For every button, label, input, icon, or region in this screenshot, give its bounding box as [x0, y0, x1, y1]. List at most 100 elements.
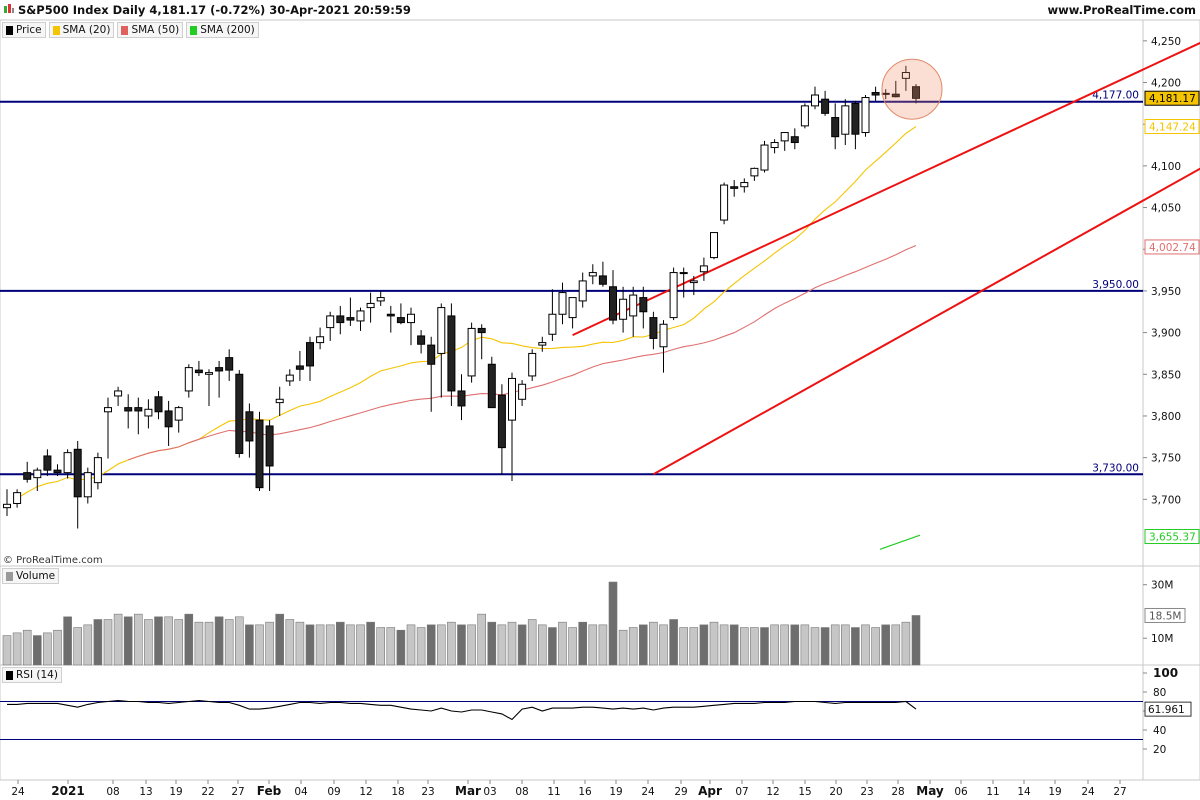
candle	[619, 286, 628, 333]
volume-bar	[527, 619, 537, 666]
volume-bar	[729, 624, 739, 666]
candle	[356, 307, 365, 331]
candle	[164, 400, 173, 446]
volume-bar	[325, 624, 335, 666]
time-tick-label: 27	[231, 786, 244, 798]
level-label: 4,177.00	[1092, 90, 1139, 102]
volume-bar	[669, 619, 678, 666]
candle-body	[265, 425, 274, 467]
time-tick-label: 16	[578, 786, 592, 798]
candle	[255, 411, 264, 491]
time-tick-label: 2021	[51, 784, 84, 798]
volume-bar	[447, 621, 456, 666]
candle	[740, 178, 749, 193]
candle-body	[63, 452, 72, 474]
volume-bar	[558, 621, 567, 666]
time-tick-label: 22	[201, 786, 214, 798]
legend-sma20[interactable]: SMA (20)	[48, 22, 115, 38]
candle-body	[336, 315, 345, 324]
candle	[477, 324, 486, 360]
candle	[558, 282, 567, 325]
candle	[720, 182, 729, 225]
candle	[134, 397, 143, 435]
chart-frame	[0, 19, 1200, 781]
legend-label-sma200: SMA (200)	[200, 24, 255, 36]
candle-body	[164, 410, 173, 428]
time-tick-label: Apr	[698, 784, 722, 798]
time-tick-label: 19	[169, 786, 182, 798]
candle-body	[215, 367, 224, 372]
volume-pane-label[interactable]: Volume	[2, 568, 60, 584]
copyright-credit: © ProRealTime.com	[3, 555, 103, 566]
rsi-swatch	[6, 670, 13, 680]
candle	[93, 452, 102, 490]
candle	[245, 403, 254, 458]
rsi-value-box	[1144, 701, 1192, 717]
volume-bar	[235, 616, 244, 666]
rsi-tick-label: 20	[1153, 744, 1166, 756]
volume-bar	[800, 624, 810, 666]
candle-body	[154, 396, 163, 413]
candle	[184, 364, 193, 398]
candle-body	[174, 407, 183, 421]
candle	[851, 100, 860, 150]
legend-sma50[interactable]: SMA (50)	[117, 22, 184, 38]
volume-bar	[184, 613, 194, 666]
time-tick-label: 29	[674, 786, 687, 798]
candle	[23, 461, 32, 483]
candle-body	[285, 374, 294, 382]
price-tick-label: 4,200	[1151, 78, 1181, 90]
candle	[73, 440, 82, 529]
last-price-badge-box	[1144, 90, 1200, 106]
candle	[901, 65, 910, 91]
candle-body	[255, 419, 264, 489]
candle-body	[437, 307, 446, 354]
legend-sma200[interactable]: SMA (200)	[186, 22, 259, 38]
time-tick-label: 19	[1048, 786, 1061, 798]
candle	[568, 297, 577, 329]
legend-price[interactable]: Price	[2, 22, 46, 38]
volume-bar	[649, 621, 658, 666]
sma200-value-badge: 3,655.37	[1149, 532, 1196, 544]
rsi-pane-label[interactable]: RSI (14)	[2, 667, 62, 683]
candle-body	[588, 272, 597, 277]
volume-bar	[851, 627, 860, 666]
candle-body	[356, 310, 365, 322]
volume-bar	[32, 635, 42, 666]
candle	[750, 167, 759, 181]
chart-app-icon	[3, 4, 15, 14]
site-label: www.ProRealTime.com	[1047, 3, 1196, 17]
candle	[215, 360, 224, 398]
volume-bar	[154, 616, 163, 666]
candle-body	[33, 469, 42, 479]
candle	[497, 384, 506, 475]
candle	[376, 290, 385, 306]
candle-body	[598, 275, 607, 285]
candle	[194, 360, 203, 376]
candle	[53, 464, 62, 476]
time-tick-label: 23	[860, 786, 873, 798]
candle	[588, 264, 597, 285]
candle-body	[740, 182, 749, 188]
candle-body	[306, 342, 314, 367]
volume-bar	[891, 624, 901, 666]
candle	[790, 128, 799, 150]
rsi-tick-label: 100	[1153, 666, 1178, 680]
candle-body	[831, 117, 840, 138]
candle-body	[528, 352, 537, 377]
time-tick-label: 07	[735, 786, 748, 798]
volume-bar	[174, 619, 183, 666]
candle	[295, 350, 304, 381]
legend-label-sma50: SMA (50)	[131, 24, 180, 36]
candle-body	[497, 394, 506, 449]
volume-bar	[739, 627, 749, 666]
legend-swatch-sma50	[121, 25, 129, 35]
volume-bar	[275, 613, 285, 666]
candle-body	[558, 292, 567, 315]
candle	[609, 270, 617, 325]
time-tick-label: 15	[798, 786, 811, 798]
candle-body	[376, 297, 385, 302]
candle	[437, 303, 446, 398]
candle	[366, 292, 375, 323]
